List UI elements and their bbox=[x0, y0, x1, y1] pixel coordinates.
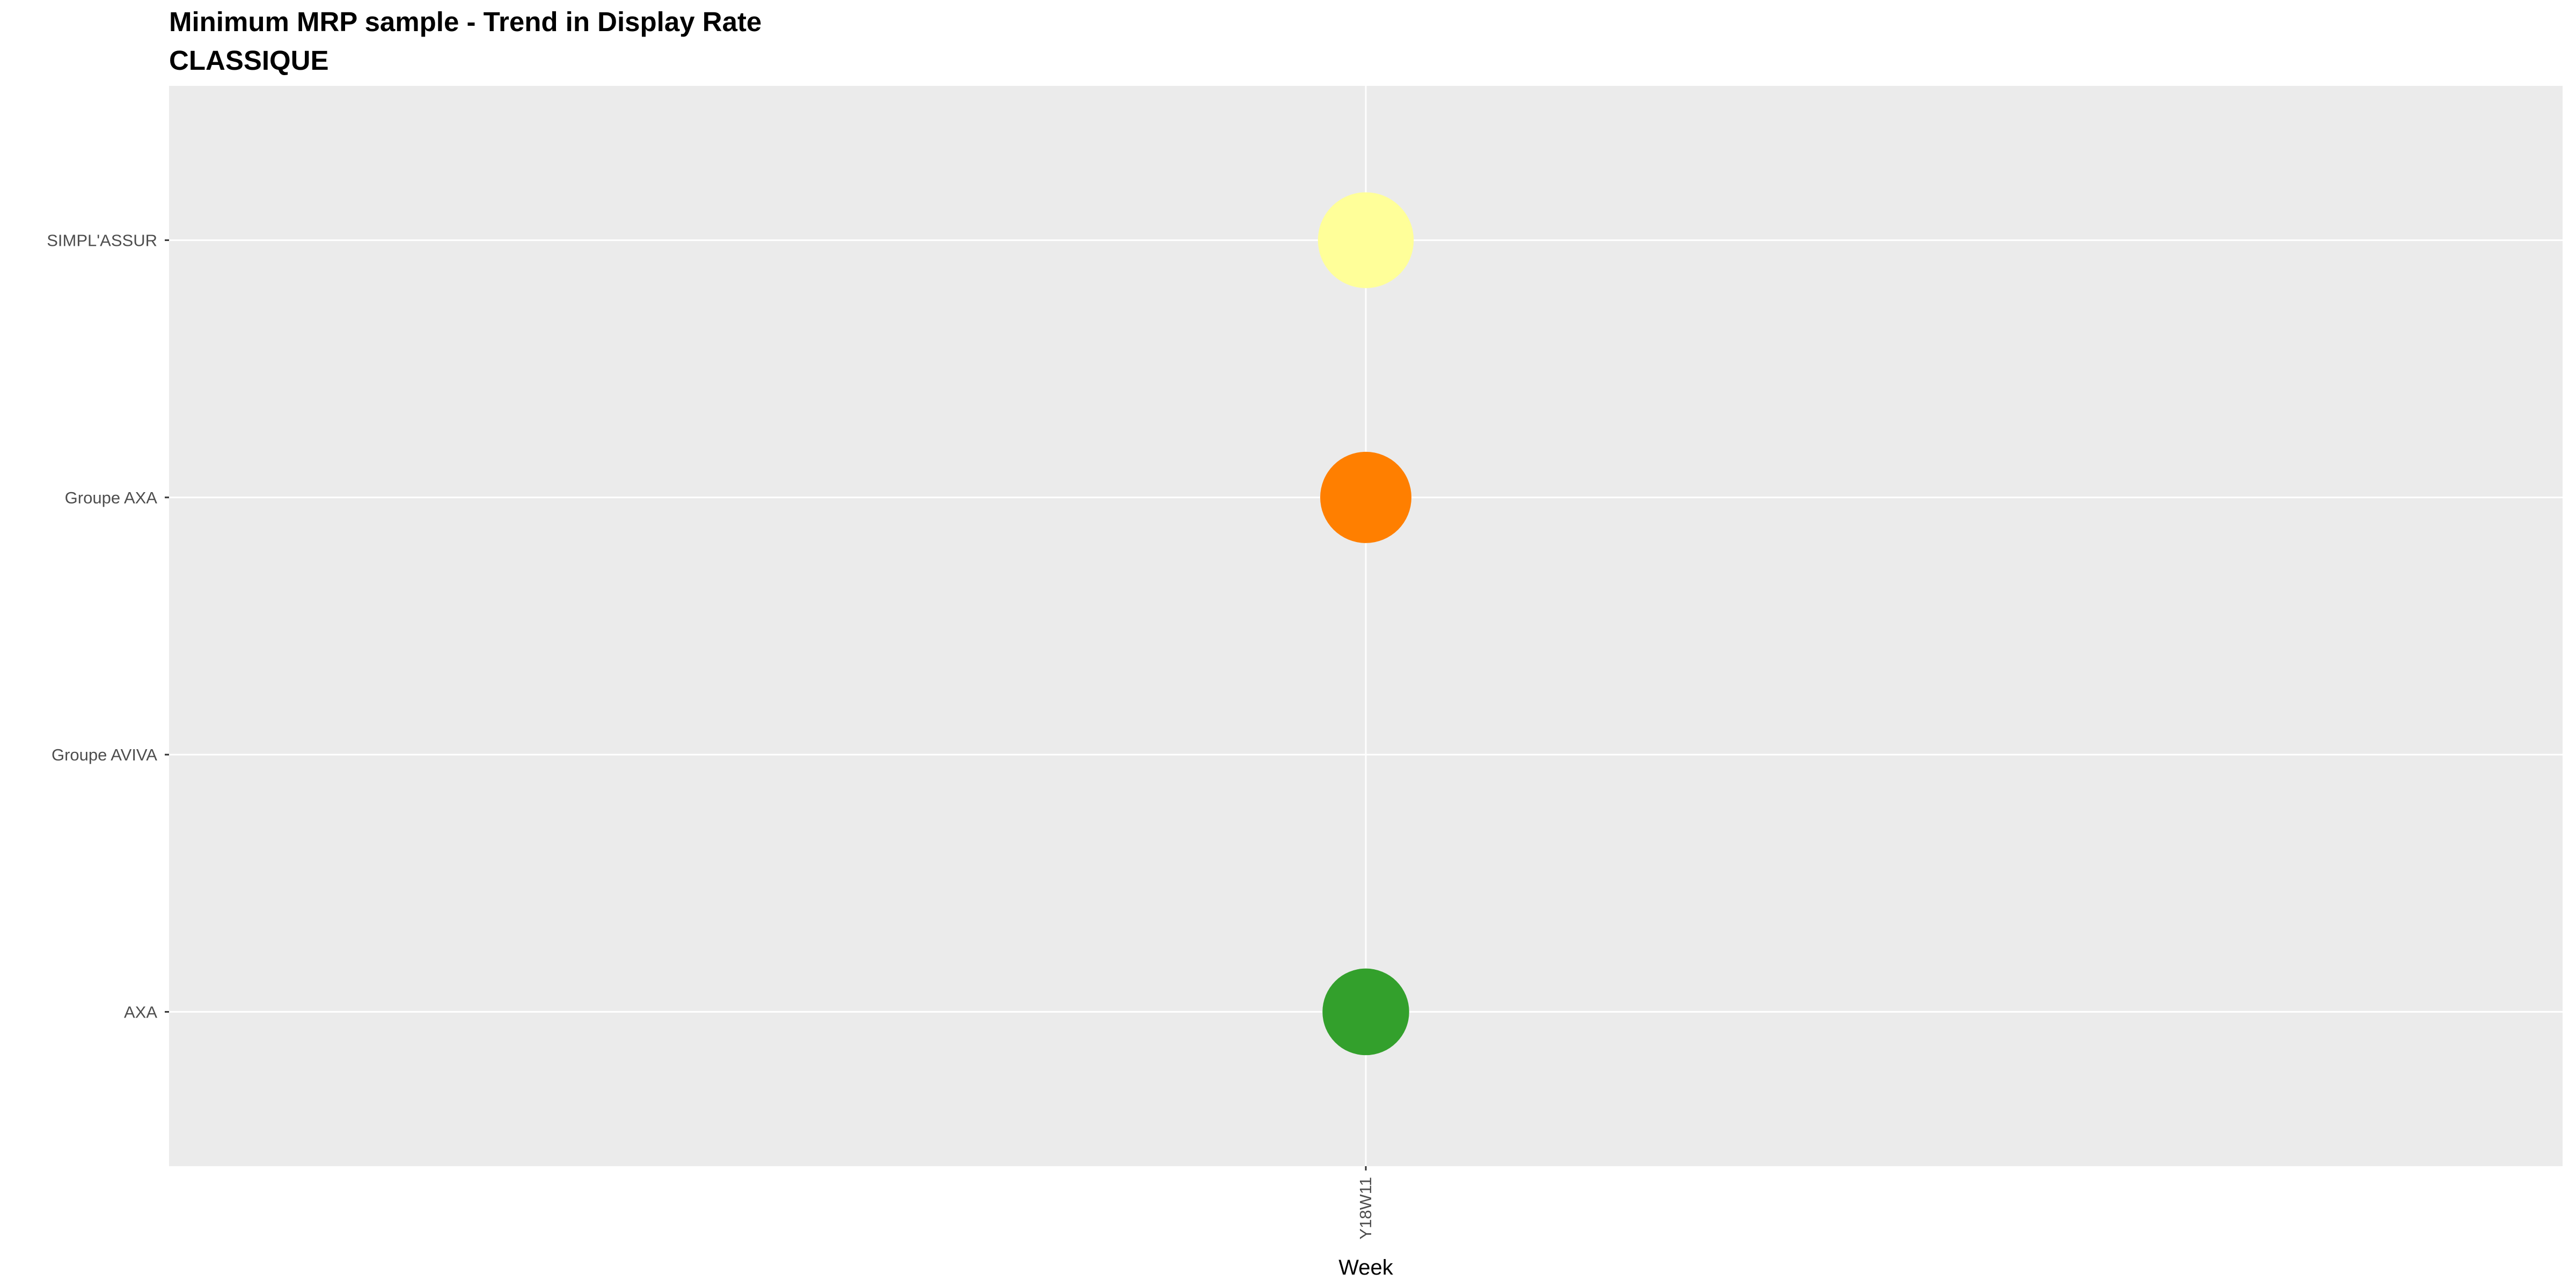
x-tick-label: Y18W11 bbox=[1356, 1177, 1375, 1240]
y-axis: AXA Groupe AVIVA Groupe AXA SIMPL'ASSUR bbox=[47, 231, 169, 1021]
y-tick-label: SIMPL'ASSUR bbox=[47, 231, 157, 250]
data-points bbox=[1318, 192, 1414, 1056]
data-point bbox=[1320, 451, 1411, 543]
data-point bbox=[1322, 968, 1409, 1056]
y-tick-label: Groupe AXA bbox=[65, 488, 158, 507]
chart-subtitle: CLASSIQUE bbox=[169, 45, 329, 76]
chart-title: Minimum MRP sample - Trend in Display Ra… bbox=[169, 6, 762, 37]
y-tick-label: Groupe AVIVA bbox=[52, 745, 157, 764]
y-tick-label: AXA bbox=[124, 1002, 157, 1021]
x-axis-title: Week bbox=[1338, 1256, 1394, 1279]
x-axis: Y18W11 bbox=[1356, 1166, 1375, 1240]
data-point bbox=[1318, 192, 1414, 288]
